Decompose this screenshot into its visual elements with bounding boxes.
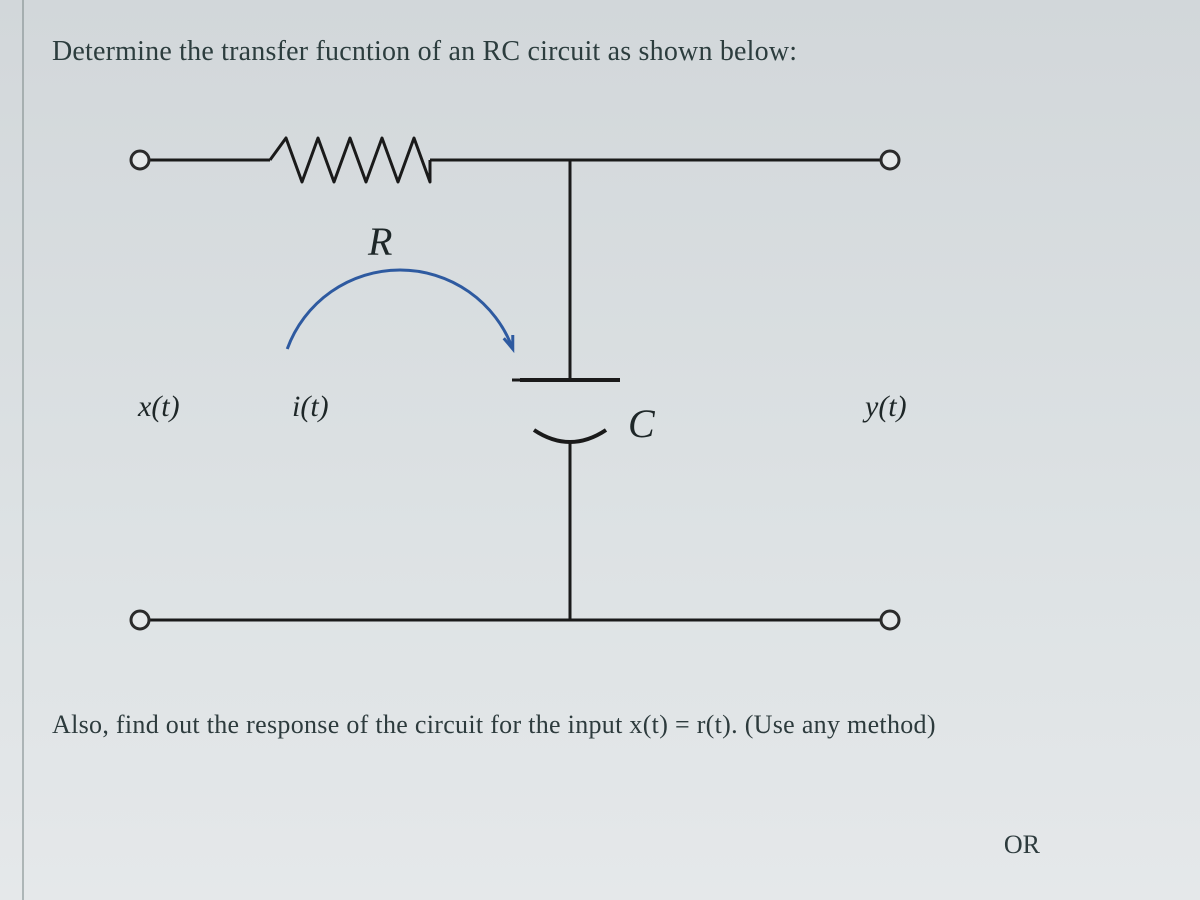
question-prompt: Determine the transfer fucntion of an RC… [52, 36, 797, 68]
rc-circuit-diagram: R C x(t) y(t) i(t) [90, 100, 990, 660]
label-yt: y(t) [865, 390, 907, 424]
left-margin-rule [22, 0, 24, 900]
label-R: R [368, 218, 392, 265]
label-xt: x(t) [138, 390, 180, 424]
page: Determine the transfer fucntion of an RC… [0, 0, 1200, 900]
label-it: i(t) [292, 390, 329, 424]
followup-text: Also, find out the response of the circu… [52, 710, 936, 740]
or-separator: OR [1004, 830, 1040, 860]
circuit-svg [90, 100, 990, 660]
label-C: C [628, 400, 655, 447]
